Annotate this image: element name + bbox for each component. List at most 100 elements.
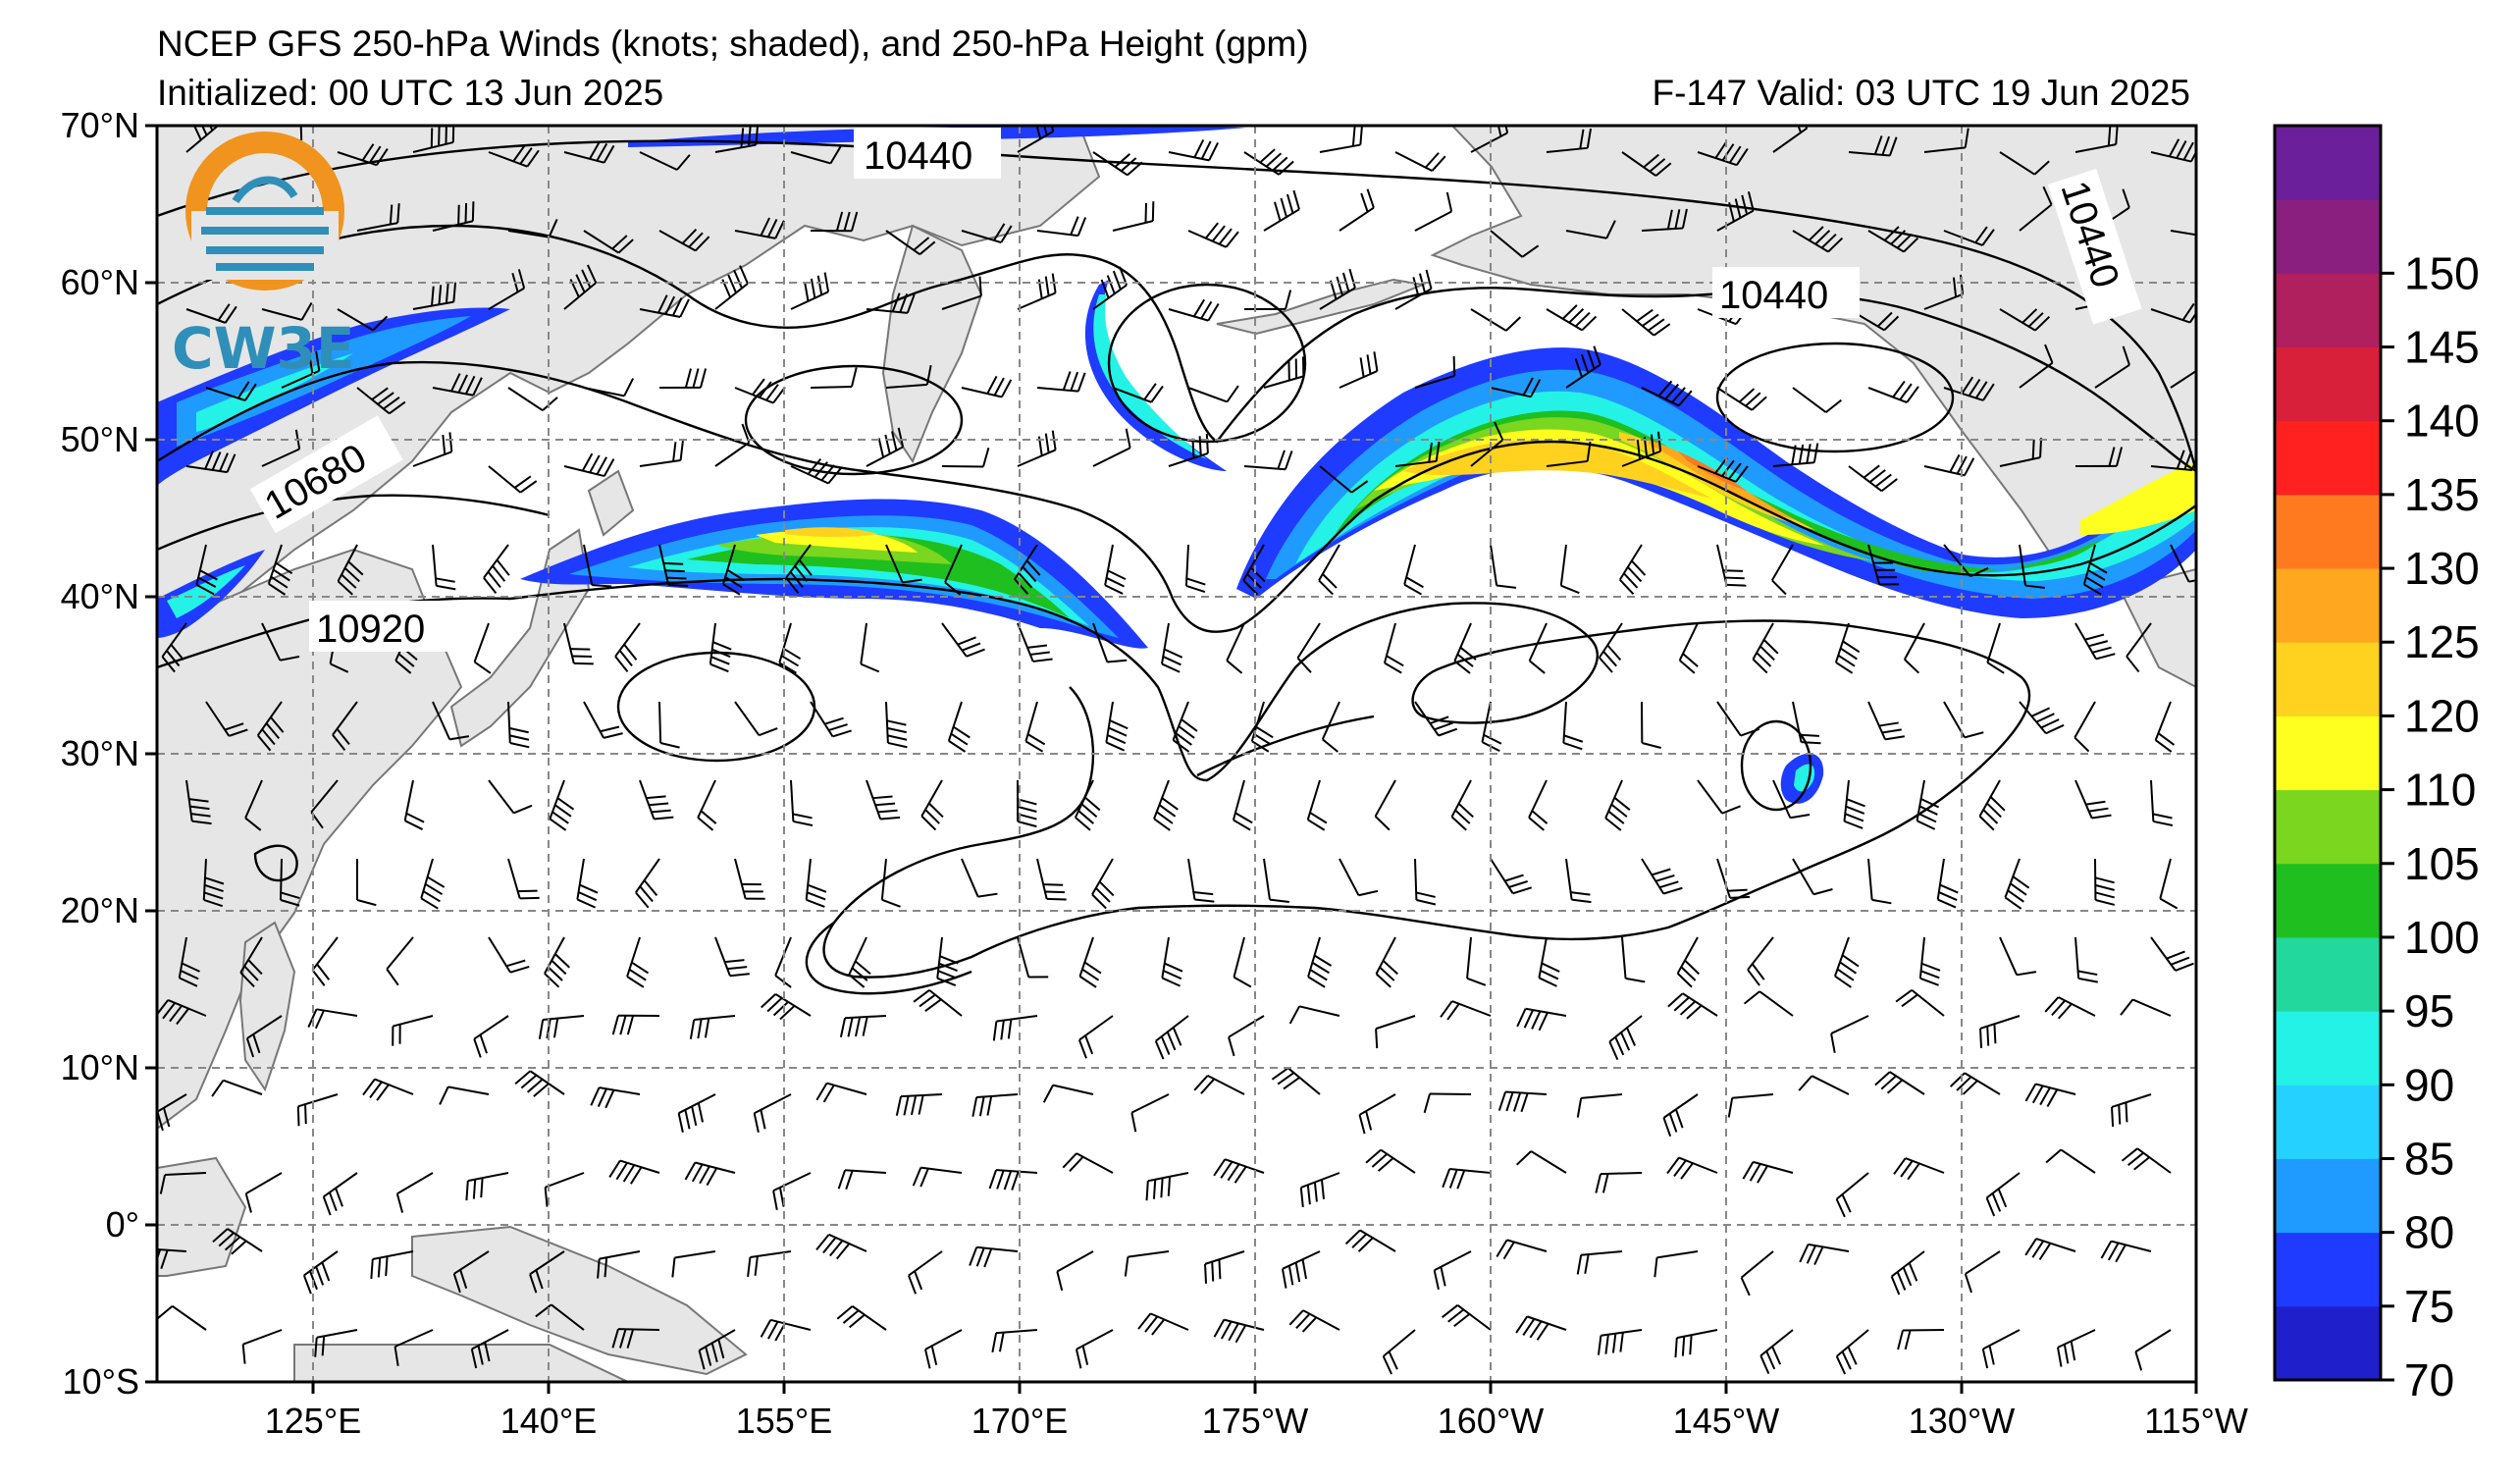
wind-barb <box>709 622 732 673</box>
wind-barb <box>161 622 187 673</box>
wind-barb <box>969 1245 1019 1268</box>
wind-barb <box>212 1228 263 1255</box>
colorbar-label: 150 <box>2404 247 2480 298</box>
wind-barb <box>810 211 859 233</box>
wind-barb <box>1716 858 1751 899</box>
wind-barb <box>1288 1309 1340 1333</box>
wind-barb <box>608 1159 660 1185</box>
wind-barb <box>2074 936 2098 983</box>
wind-barb <box>392 1015 434 1046</box>
wind-barb <box>2045 1148 2096 1174</box>
wind-barb <box>211 1079 263 1097</box>
wind-barb <box>1233 936 1252 988</box>
lat-label: 10°N <box>61 1047 139 1087</box>
wind-barb <box>296 1093 339 1127</box>
wind-barb <box>2004 858 2030 910</box>
colorbar: 70 75 80 85 90 95 100 105 110 120 125 130 135 140 145 1… <box>2273 124 2480 1405</box>
wind-barb <box>1104 544 1127 595</box>
wind-barb <box>1017 622 1053 662</box>
wind-barb <box>1296 622 1321 673</box>
colorbar-swatch <box>2275 863 2381 938</box>
colorbar-label: 90 <box>2404 1059 2454 1110</box>
lon-label: 115°W <box>2144 1401 2248 1441</box>
wind-barb <box>583 378 634 397</box>
wind-barb <box>473 622 492 674</box>
wind-barb <box>1576 1093 1623 1118</box>
wind-barb <box>1036 216 1087 238</box>
wind-barb <box>961 375 1013 398</box>
wind-barb <box>1716 544 1747 587</box>
wind-barb <box>697 779 717 831</box>
wind-barb <box>1382 1329 1416 1375</box>
wind-barb <box>332 701 358 752</box>
wind-barb <box>1792 387 1842 413</box>
wind-barb <box>205 381 257 401</box>
wind-barb <box>1358 1093 1396 1135</box>
wind-barb <box>239 936 263 988</box>
colorbar-swatch <box>2275 420 2381 496</box>
wind-barb <box>1243 450 1293 471</box>
wind-barb <box>2074 447 2124 467</box>
wind-barb <box>1867 380 1919 403</box>
wind-barb <box>1565 345 1601 389</box>
wind-barb <box>1986 622 2005 674</box>
wind-barb <box>1014 544 1041 595</box>
colorbar-label: 80 <box>2404 1207 2454 1258</box>
wind-barb <box>261 302 313 321</box>
wind-barb <box>1716 387 1767 411</box>
wind-barb <box>549 779 575 831</box>
wind-barb <box>386 936 414 986</box>
wind-barb <box>2044 996 2096 1020</box>
latitude-labels: 70°N 60°N 50°N 40°N 30°N 20°N 10°N 0° 10… <box>61 105 139 1402</box>
wind-barb <box>658 544 689 587</box>
colorbar-swatch <box>2275 1232 2381 1307</box>
wind-barb <box>1490 230 1540 258</box>
wind-barb <box>356 858 377 907</box>
wind-barb <box>1433 1250 1472 1291</box>
wind-barb <box>790 272 830 310</box>
wind-barb <box>1771 544 1794 596</box>
wind-barb <box>1742 1160 1794 1184</box>
wind-barb <box>1743 990 1794 1017</box>
wind-barb <box>185 450 236 474</box>
wind-barb <box>836 1305 887 1331</box>
wind-barb <box>1321 701 1340 753</box>
wind-barb <box>1999 151 2050 176</box>
wind-barb <box>322 1172 358 1216</box>
wind-barb <box>860 622 880 673</box>
wind-barb <box>2024 1083 2076 1108</box>
wind-barb <box>279 858 300 907</box>
wind-barb <box>1999 308 2051 332</box>
wind-barb <box>1916 779 1940 830</box>
wind-barb <box>626 936 650 988</box>
wind-barb <box>1137 1312 1189 1336</box>
wind-barb <box>1187 858 1215 903</box>
wind-barb <box>1204 1250 1245 1284</box>
wind-barb <box>639 151 691 171</box>
wind-barb <box>1979 1015 2021 1048</box>
colorbar-label: 125 <box>2404 616 2480 667</box>
colorbar-label: 140 <box>2404 396 2480 447</box>
wind-barb <box>583 230 634 254</box>
wind-barb <box>583 544 612 588</box>
wind-barb <box>1716 191 1755 232</box>
wind-barb <box>1288 1005 1340 1025</box>
colorbar-swatch <box>2275 273 2381 348</box>
wind-barb <box>908 1250 943 1295</box>
wind-barb <box>337 544 364 596</box>
wind-barb <box>677 1093 716 1133</box>
wind-barb <box>1414 191 1453 232</box>
lat-label: 0° <box>106 1204 139 1245</box>
wind-barb <box>1124 1250 1170 1277</box>
wind-barb <box>1618 544 1647 595</box>
wind-barb <box>1835 1329 1869 1375</box>
wind-barb <box>576 858 599 909</box>
wind-barb <box>488 936 530 974</box>
wind-barb <box>944 544 963 596</box>
wind-barb <box>971 1093 1019 1117</box>
wind-barb <box>924 1329 963 1369</box>
wind-barb <box>790 779 814 826</box>
wind-barb <box>1772 779 1811 820</box>
wind-barb <box>1667 992 1718 1020</box>
wind-barb <box>1621 431 1662 467</box>
